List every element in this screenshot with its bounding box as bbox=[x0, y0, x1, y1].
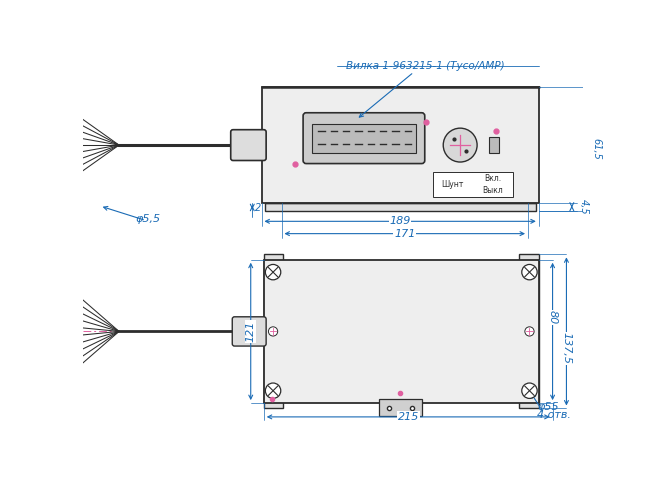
Bar bbox=[55, 333, 72, 339]
Bar bbox=[55, 315, 72, 320]
Bar bbox=[55, 342, 72, 348]
Text: 189: 189 bbox=[389, 216, 411, 227]
FancyBboxPatch shape bbox=[231, 130, 266, 161]
Bar bbox=[433, 172, 513, 197]
Text: 137,5: 137,5 bbox=[562, 333, 571, 364]
Bar bbox=[313, 123, 415, 153]
Bar bbox=[55, 142, 72, 148]
Bar bbox=[55, 117, 72, 123]
Circle shape bbox=[46, 369, 54, 377]
Text: 61,5: 61,5 bbox=[592, 138, 602, 160]
Circle shape bbox=[46, 350, 54, 359]
Circle shape bbox=[46, 150, 54, 158]
Text: Выкл: Выкл bbox=[482, 186, 503, 195]
Circle shape bbox=[46, 158, 54, 166]
Circle shape bbox=[46, 133, 54, 141]
Bar bbox=[55, 151, 72, 157]
FancyBboxPatch shape bbox=[232, 317, 266, 346]
Circle shape bbox=[46, 313, 54, 322]
Bar bbox=[265, 203, 536, 211]
Circle shape bbox=[46, 304, 54, 313]
Circle shape bbox=[46, 341, 54, 349]
Bar bbox=[55, 134, 72, 140]
Circle shape bbox=[265, 383, 281, 398]
Text: 4,5: 4,5 bbox=[578, 199, 589, 214]
Circle shape bbox=[265, 264, 281, 280]
Bar bbox=[55, 351, 72, 358]
Circle shape bbox=[46, 141, 54, 150]
Text: 4 отв.: 4 отв. bbox=[537, 410, 571, 421]
Circle shape bbox=[268, 327, 278, 336]
Circle shape bbox=[46, 107, 54, 116]
Circle shape bbox=[46, 286, 54, 294]
Bar bbox=[264, 255, 283, 408]
Text: 121: 121 bbox=[246, 321, 255, 342]
Bar bbox=[55, 361, 72, 367]
Text: Вкл.: Вкл. bbox=[484, 174, 501, 182]
Bar bbox=[264, 260, 539, 403]
Text: 2: 2 bbox=[255, 203, 261, 213]
Bar bbox=[55, 108, 72, 114]
Circle shape bbox=[46, 116, 54, 124]
Bar bbox=[489, 137, 499, 153]
Circle shape bbox=[46, 124, 54, 133]
Text: 171: 171 bbox=[394, 228, 415, 239]
Circle shape bbox=[46, 322, 54, 331]
Circle shape bbox=[46, 332, 54, 340]
Circle shape bbox=[46, 166, 54, 175]
Circle shape bbox=[46, 360, 54, 368]
Text: 80: 80 bbox=[547, 310, 558, 325]
Bar bbox=[261, 87, 539, 203]
Bar bbox=[55, 305, 72, 311]
Circle shape bbox=[46, 295, 54, 303]
Bar bbox=[55, 324, 72, 330]
Bar bbox=[55, 167, 72, 174]
Circle shape bbox=[525, 327, 534, 336]
Text: 215: 215 bbox=[398, 412, 419, 422]
FancyBboxPatch shape bbox=[303, 113, 424, 164]
Circle shape bbox=[443, 128, 477, 162]
Bar bbox=[55, 296, 72, 302]
Text: φ5,5: φ5,5 bbox=[135, 214, 161, 224]
Circle shape bbox=[522, 383, 537, 398]
Bar bbox=[55, 159, 72, 165]
Bar bbox=[55, 287, 72, 293]
Bar bbox=[380, 399, 422, 416]
Bar bbox=[519, 255, 539, 408]
Text: φ55: φ55 bbox=[537, 402, 559, 412]
Bar bbox=[55, 176, 72, 182]
Circle shape bbox=[522, 264, 537, 280]
Bar bbox=[55, 125, 72, 131]
Bar bbox=[55, 370, 72, 376]
Text: Шунт: Шунт bbox=[441, 180, 463, 189]
Text: Вилка 1-963215-1 (Тусо/АМР): Вилка 1-963215-1 (Тусо/АМР) bbox=[346, 61, 505, 71]
Circle shape bbox=[46, 175, 54, 183]
